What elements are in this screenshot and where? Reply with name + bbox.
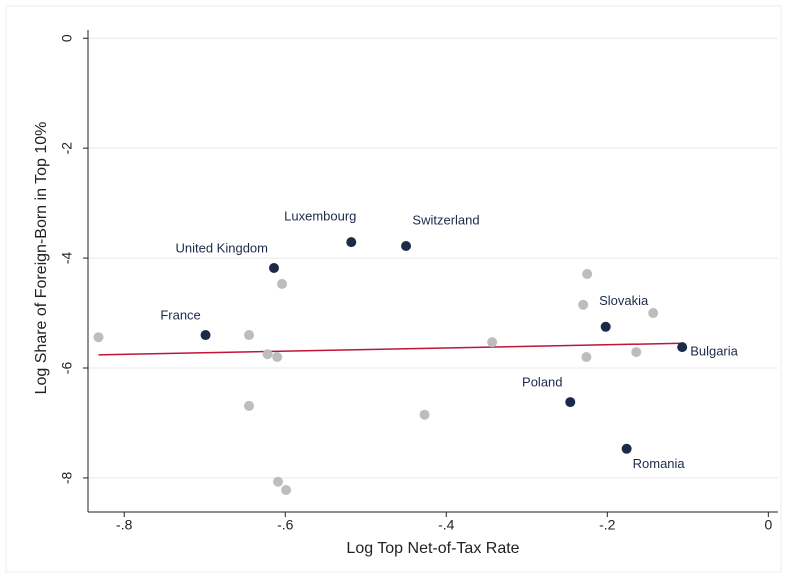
- x-tick-label: -.8: [116, 517, 133, 533]
- point: [93, 332, 104, 343]
- point-label: Slovakia: [599, 293, 649, 308]
- point-label: France: [160, 307, 200, 322]
- y-tick-label: 0: [59, 34, 75, 42]
- point: [273, 476, 284, 487]
- point: [648, 308, 659, 319]
- point: [244, 330, 255, 341]
- point: [621, 443, 632, 454]
- point: [631, 347, 642, 358]
- point: [262, 349, 273, 360]
- frame: [5, 5, 782, 573]
- point: [600, 321, 611, 332]
- point: [565, 397, 576, 408]
- point-label: Poland: [522, 375, 562, 390]
- fit-line: [98, 342, 683, 356]
- point: [200, 330, 211, 341]
- y-axis-title: Log Share of Foreign-Born in Top 10%: [33, 122, 50, 395]
- y-tick-label: -8: [59, 471, 75, 484]
- point: [677, 342, 688, 353]
- point-label: Switzerland: [412, 212, 479, 227]
- point-label: United Kingdom: [175, 240, 268, 255]
- y-tick-label: -4: [59, 252, 75, 265]
- point-label: Luxembourg: [284, 209, 356, 224]
- y-tick-label: -2: [59, 142, 75, 155]
- point-label: Bulgaria: [690, 344, 738, 359]
- x-tick-label: 0: [764, 517, 772, 533]
- point: [581, 352, 592, 363]
- point: [401, 240, 412, 251]
- x-tick-label: -.6: [277, 517, 294, 533]
- point: [244, 400, 255, 411]
- point: [419, 409, 430, 420]
- y-tick-label: -6: [59, 362, 75, 375]
- point: [277, 278, 288, 289]
- point: [487, 337, 498, 348]
- x-tick-label: -.4: [438, 517, 455, 533]
- point: [582, 269, 593, 280]
- point-label: Romania: [633, 456, 686, 471]
- point: [268, 262, 279, 273]
- point: [281, 485, 292, 496]
- x-tick-label: -.2: [599, 517, 616, 533]
- point: [346, 237, 357, 248]
- x-axis-title: Log Top Net-of-Tax Rate: [346, 540, 519, 557]
- point: [578, 299, 589, 310]
- point: [272, 352, 283, 363]
